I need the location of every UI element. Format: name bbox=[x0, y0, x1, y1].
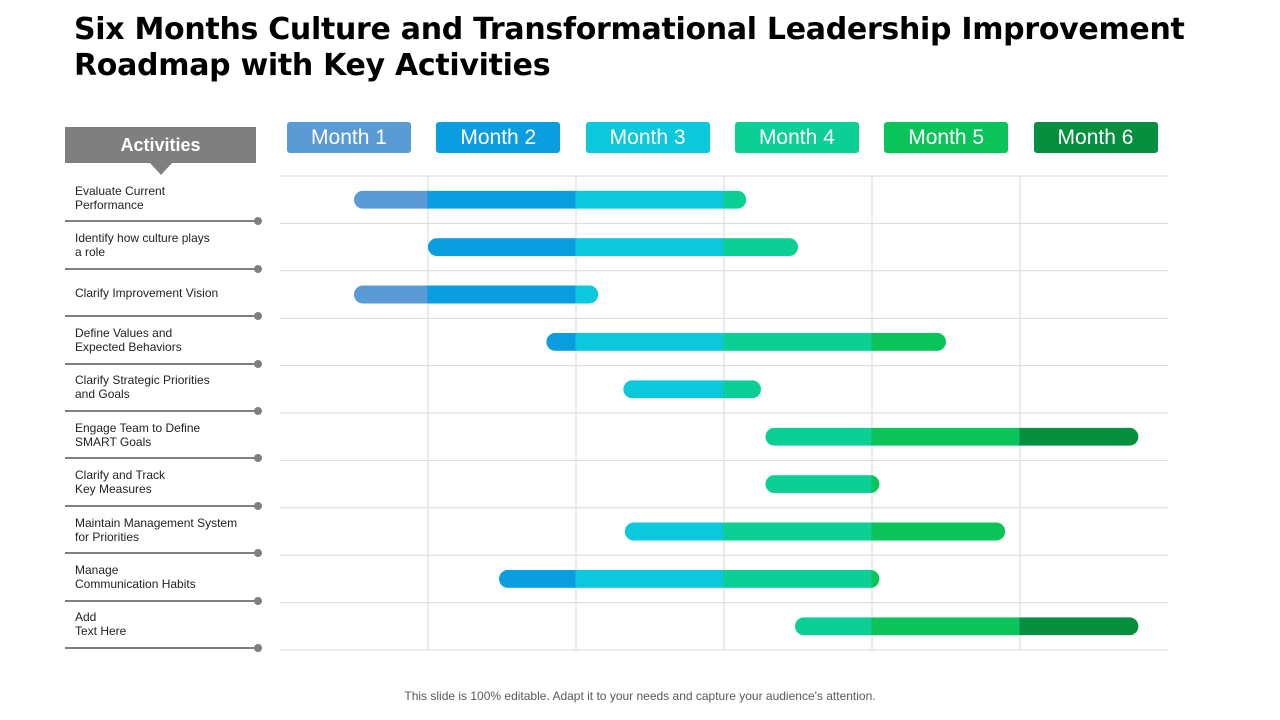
gantt-bar-segment-month-5 bbox=[871, 569, 880, 588]
activity-underline bbox=[65, 220, 258, 223]
activity-underline-dot bbox=[254, 312, 262, 321]
gantt-bar-segment-month-4 bbox=[723, 190, 747, 209]
gantt-bar-segment-month-6 bbox=[1019, 427, 1139, 446]
activity-underline bbox=[65, 267, 258, 270]
gantt-bar bbox=[765, 427, 1139, 446]
activity-underline-dot bbox=[254, 359, 262, 368]
activity-label: Clarify Strategic Priorities and Goals bbox=[75, 373, 210, 402]
gantt-bar bbox=[623, 380, 761, 399]
gantt-bar-segment-month-5 bbox=[871, 617, 1021, 636]
month-header-5: Month 5 bbox=[884, 122, 1009, 153]
gantt-bar bbox=[795, 617, 1139, 636]
gantt-bar-segment-month-3 bbox=[575, 332, 725, 351]
gantt-bar-segment-month-2 bbox=[499, 569, 577, 588]
gantt-bar-segment-month-4 bbox=[723, 569, 873, 588]
gantt-bar bbox=[354, 285, 599, 304]
activity-underline-dot bbox=[254, 407, 262, 415]
activity-underline-dot bbox=[254, 217, 262, 226]
gantt-bar-segment-month-3 bbox=[575, 569, 725, 588]
activity-label: Add Text Here bbox=[75, 610, 127, 639]
activity-underline-dot bbox=[254, 596, 262, 605]
gantt-bar bbox=[354, 190, 747, 209]
activity-underline bbox=[65, 504, 258, 507]
gantt-bar-segment-month-5 bbox=[871, 522, 1006, 541]
gantt-bar-segment-month-4 bbox=[723, 332, 873, 351]
page-title: Six Months Culture and Transformational … bbox=[74, 12, 1185, 83]
activity-label: Engage Team to Define SMART Goals bbox=[75, 420, 201, 449]
footer-note: This slide is 100% editable. Adapt it to… bbox=[404, 689, 876, 703]
activities-header-pointer bbox=[150, 163, 172, 175]
month-header-2: Month 2 bbox=[436, 122, 561, 153]
gantt-bar-segment-month-3 bbox=[623, 380, 725, 399]
activity-underline bbox=[65, 599, 258, 602]
activity-label: Maintain Management System for Prioritie… bbox=[75, 515, 238, 544]
activity-underline-dot bbox=[254, 644, 262, 652]
month-header-1: Month 1 bbox=[287, 122, 411, 153]
activities-header-label: Activities bbox=[120, 135, 201, 155]
month-header-4: Month 4 bbox=[734, 122, 859, 153]
gantt-bar-segment-month-2 bbox=[427, 190, 577, 209]
gantt-bar-segment-month-2 bbox=[546, 332, 577, 351]
activities-header: Activities bbox=[65, 127, 256, 175]
gantt-bar-segment-month-3 bbox=[575, 238, 725, 257]
activity-underline-dot bbox=[254, 549, 262, 558]
gantt-bar-segment-month-5 bbox=[871, 475, 880, 494]
gantt-bar-segment-month-1 bbox=[354, 190, 429, 209]
activity-underline-dot bbox=[254, 264, 262, 273]
gantt-bar-segment-month-4 bbox=[765, 427, 873, 446]
gantt-bar bbox=[624, 522, 1006, 541]
month-header-6: Month 6 bbox=[1033, 122, 1158, 153]
activity-underline bbox=[65, 457, 258, 460]
gantt-bar-segment-month-2 bbox=[428, 238, 577, 257]
activity-label: Clarify Improvement Vision bbox=[75, 285, 219, 300]
activity-underline-dot bbox=[254, 454, 262, 463]
gantt-bar-segment-month-4 bbox=[795, 617, 873, 636]
activity-label: Evaluate Current Performance bbox=[75, 183, 166, 212]
activity-label: Clarify and Track Key Measures bbox=[75, 468, 166, 497]
activity-label: Define Values and Expected Behaviors bbox=[75, 325, 182, 354]
activity-underline bbox=[65, 647, 258, 649]
gantt-bar-segment-month-2 bbox=[427, 285, 577, 304]
gantt-bar-segment-month-4 bbox=[765, 475, 873, 494]
gantt-bar bbox=[499, 569, 880, 588]
gantt-bar-segment-month-4 bbox=[723, 380, 761, 399]
gantt-bar-segment-month-3 bbox=[575, 285, 599, 304]
month-header-3: Month 3 bbox=[585, 122, 710, 153]
gantt-bar bbox=[546, 332, 947, 351]
gantt-bar-segment-month-3 bbox=[575, 190, 725, 209]
gantt-bar-segment-month-4 bbox=[723, 238, 798, 257]
activity-underline bbox=[65, 362, 258, 365]
activity-underline bbox=[65, 552, 258, 555]
gantt-bar-segment-month-1 bbox=[354, 285, 429, 304]
gantt-bar-segment-month-5 bbox=[871, 332, 947, 351]
gantt-bar bbox=[428, 238, 798, 257]
gantt-bar bbox=[765, 475, 880, 494]
gantt-bar-segment-month-3 bbox=[624, 522, 725, 541]
activity-underline bbox=[65, 410, 258, 412]
activity-label: Identify how culture plays a role bbox=[75, 231, 210, 260]
activity-underline-dot bbox=[254, 501, 262, 510]
activity-underline bbox=[65, 315, 258, 318]
gantt-bars bbox=[354, 190, 1139, 636]
activity-label: Manage Communication Habits bbox=[75, 562, 196, 591]
gantt-bar-segment-month-5 bbox=[871, 427, 1021, 446]
activities-header-box bbox=[65, 127, 256, 163]
gantt-bar-segment-month-4 bbox=[723, 522, 873, 541]
gantt-bar-segment-month-6 bbox=[1019, 617, 1139, 636]
